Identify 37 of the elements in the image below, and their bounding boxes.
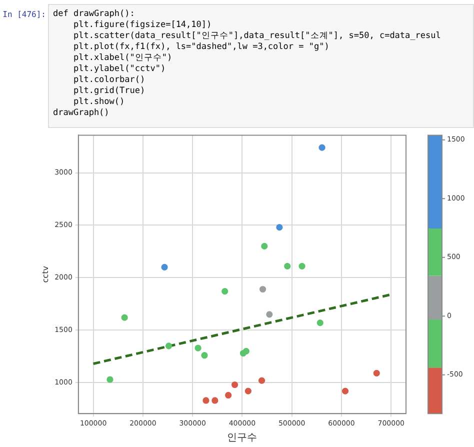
point: [165, 342, 172, 350]
text: plt.colorbar(): [73, 75, 146, 85]
text: plt.ylabel("cctv"): [73, 64, 166, 74]
point: [261, 242, 268, 250]
text: plt.xlabel("인구수"): [73, 53, 172, 63]
point: [342, 388, 349, 394]
text: plt.figure(figsize=[14,10]): [73, 20, 212, 30]
text: plt.scatter(data_result["인구수"],data_result["소계"], s=50, c=data_resul: [73, 31, 441, 41]
text: plt.plot(fx,f1(fx), ls="dashed",lw =3,color = "g"): [73, 42, 330, 52]
point: [201, 352, 208, 359]
point: [225, 392, 232, 399]
point: [258, 377, 266, 384]
x-axis-title: 인구수: [227, 432, 258, 444]
point: [212, 397, 218, 404]
point: [202, 397, 210, 404]
point: [259, 286, 266, 293]
point: [276, 224, 283, 231]
point: [106, 376, 114, 383]
point: [194, 344, 202, 352]
text: In [476]:: [2, 9, 47, 21]
text: plt.show(): [73, 97, 125, 107]
point: [222, 288, 228, 295]
point: [318, 144, 326, 151]
point: [121, 314, 128, 321]
text: plt.grid(True): [73, 86, 146, 96]
text: def drawGraph():: [53, 9, 135, 19]
y-axis-title: cctv: [40, 266, 50, 283]
point: [373, 370, 380, 376]
point: [161, 264, 168, 271]
point: [240, 350, 246, 357]
text: drawGraph(): [53, 108, 110, 118]
point: [316, 320, 324, 326]
point: [231, 381, 238, 388]
point: [244, 388, 252, 394]
point: [266, 311, 273, 318]
point: [284, 262, 291, 270]
point: [298, 262, 306, 270]
